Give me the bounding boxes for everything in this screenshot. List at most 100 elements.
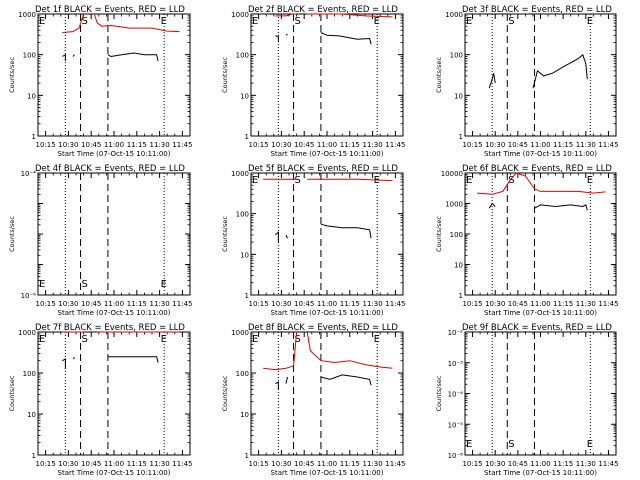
x-tick-label: 11:15 [340, 300, 360, 308]
y-tick-label: 10⁻⁴ [448, 391, 464, 399]
y-tick-label: 100 [450, 231, 463, 239]
x-tick-label: 10:15 [36, 460, 56, 468]
x-tick-label: 11:15 [340, 460, 360, 468]
events-series-line [285, 376, 288, 384]
events-series-line [488, 202, 496, 209]
events-series-line [285, 234, 288, 239]
y-tick-label: 1000 [445, 201, 463, 209]
chart-title: Det 6f BLACK = Events, RED = LLD [462, 164, 612, 174]
x-tick-label: 10:45 [508, 141, 528, 149]
x-tick-label: 11:30 [576, 460, 596, 468]
chart-title: Det 1f BLACK = Events, RED = LLD [35, 5, 185, 15]
x-axis-label: Start Time (07-Oct-15 10:11:00) [58, 309, 171, 317]
lld-series-line [307, 178, 393, 182]
x-tick-label: 11:45 [172, 141, 192, 149]
y-tick-label: 100 [236, 370, 249, 378]
x-tick-label: 10:15 [462, 300, 482, 308]
y-axis-label: Counts/sec [435, 216, 443, 252]
x-tick-label: 11:45 [598, 141, 618, 149]
y-tick-label: 1 [245, 292, 249, 300]
start-marker: S [295, 16, 301, 27]
y-tick-label: 100 [450, 52, 463, 60]
plot-frame [464, 331, 617, 456]
x-tick-label: 11:15 [553, 300, 573, 308]
start-marker: S [508, 16, 514, 27]
end-marker: E [587, 16, 593, 27]
x-tick-label: 11:00 [104, 300, 124, 308]
x-axis-label: Start Time (07-Oct-15 10:11:00) [58, 150, 171, 158]
end-marker: E [161, 279, 167, 290]
events-series-line [275, 381, 279, 390]
y-tick-label: 1000 [18, 329, 36, 337]
x-tick-label: 11:45 [385, 141, 405, 149]
x-tick-label: 11:00 [317, 300, 337, 308]
y-tick-label: 100 [236, 211, 249, 219]
y-tick-label: 1 [245, 133, 249, 141]
chart-panel-4: Det 4f BLACK = Events, RED = LLD Counts/s… [8, 164, 192, 317]
events-series-line [274, 231, 279, 243]
x-tick-label: 11:45 [598, 300, 618, 308]
lld-series-line [306, 331, 393, 369]
y-tick-label: 1000 [18, 11, 36, 19]
y-axis-label: Counts/sec [8, 375, 16, 411]
left-edge-marker: E [39, 279, 45, 290]
left-edge-marker: E [252, 16, 258, 27]
end-marker: E [374, 16, 380, 27]
events-series-line [72, 54, 75, 57]
y-tick-label: 1000 [231, 329, 249, 337]
x-tick-label: 11:15 [127, 300, 147, 308]
x-tick-label: 11:00 [530, 460, 550, 468]
lld-series-line [275, 13, 297, 17]
x-tick-label: 11:45 [385, 300, 405, 308]
chart-panel-3: Det 3f BLACK = Events, RED = LLD Counts/s… [435, 5, 619, 158]
events-series-line [488, 73, 496, 89]
x-tick-label: 10:30 [58, 141, 78, 149]
x-tick-label: 10:30 [485, 141, 505, 149]
events-series-line [285, 33, 288, 36]
y-tick-label: 1 [32, 133, 36, 141]
chart-panel-1: Det 1f BLACK = Events, RED = LLD Counts/s… [8, 5, 192, 158]
left-edge-marker: E [466, 439, 472, 450]
x-axis-label: Start Time (07-Oct-15 10:11:00) [484, 469, 597, 477]
chart-title: Det 4f BLACK = Events, RED = LLD [35, 164, 185, 174]
plot-frame [464, 13, 617, 137]
left-edge-marker: E [252, 175, 258, 186]
chart-panel-2: Det 2f BLACK = Events, RED = LLD Counts/s… [221, 5, 405, 158]
x-axis-label: Start Time (07-Oct-15 10:11:00) [58, 469, 171, 477]
events-series-line [107, 356, 159, 363]
lld-series-line [477, 172, 606, 195]
x-tick-label: 11:00 [104, 460, 124, 468]
y-tick-label: 10⁻⁶ [448, 452, 464, 460]
y-tick-label: 1000 [231, 11, 249, 19]
y-tick-label: 1000 [231, 170, 249, 178]
chart-title: Det 8f BLACK = Events, RED = LLD [248, 323, 398, 333]
y-tick-label: 1 [32, 452, 36, 460]
events-series-line [275, 35, 279, 43]
end-marker: E [374, 334, 380, 345]
x-tick-label: 10:15 [462, 141, 482, 149]
y-tick-label: 10 [27, 411, 36, 419]
lld-series-line [62, 13, 85, 33]
x-tick-label: 11:45 [172, 460, 192, 468]
events-series-line [107, 52, 159, 62]
left-edge-marker: E [39, 16, 45, 27]
y-tick-label: 100 [236, 52, 249, 60]
y-tick-label: 1 [459, 133, 463, 141]
x-tick-label: 10:45 [508, 460, 528, 468]
y-tick-label: 10 [240, 411, 249, 419]
left-edge-marker: E [39, 334, 45, 345]
y-tick-label: 10⁻² [448, 329, 464, 337]
y-tick-label: 100 [23, 370, 36, 378]
x-tick-label: 10:30 [58, 300, 78, 308]
x-tick-label: 10:15 [36, 141, 56, 149]
start-marker: S [82, 16, 88, 27]
x-axis-label: Start Time (07-Oct-15 10:11:00) [484, 309, 597, 317]
x-tick-label: 11:15 [127, 141, 147, 149]
x-tick-label: 11:00 [317, 460, 337, 468]
x-axis-label: Start Time (07-Oct-15 10:11:00) [271, 309, 384, 317]
chart-title: Det 5f BLACK = Events, RED = LLD [248, 164, 398, 174]
x-tick-label: 10:45 [294, 141, 314, 149]
x-tick-label: 11:45 [598, 460, 618, 468]
events-series-line [62, 358, 66, 369]
plot-frame [250, 331, 404, 456]
